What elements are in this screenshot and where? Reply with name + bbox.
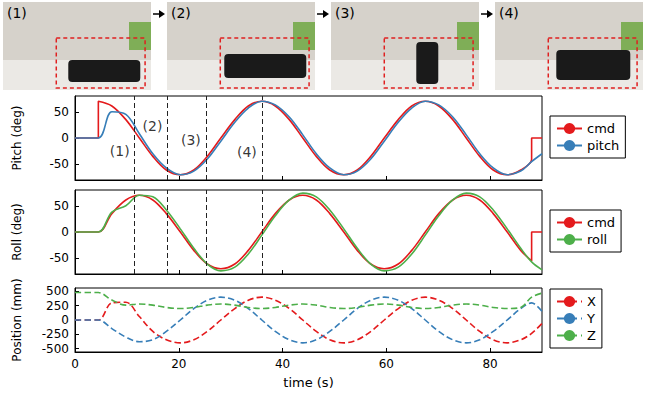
- svg-text:80: 80: [482, 357, 497, 371]
- svg-text:40: 40: [275, 357, 290, 371]
- svg-text:(4): (4): [499, 5, 519, 21]
- svg-text:50: 50: [54, 199, 69, 213]
- svg-text:X: X: [587, 294, 596, 309]
- svg-text:-500: -500: [42, 342, 69, 356]
- svg-text:(3): (3): [335, 5, 355, 21]
- svg-text:0: 0: [71, 357, 79, 371]
- svg-text:-250: -250: [42, 327, 69, 341]
- svg-text:cmd: cmd: [587, 215, 615, 230]
- svg-text:Position (mm): Position (mm): [10, 278, 24, 361]
- svg-text:Y: Y: [586, 311, 595, 326]
- svg-text:(2): (2): [143, 118, 163, 134]
- svg-text:0: 0: [61, 313, 69, 327]
- svg-text:time (s): time (s): [283, 375, 333, 390]
- svg-text:0: 0: [61, 225, 69, 239]
- svg-text:-50: -50: [49, 251, 69, 265]
- svg-text:500: 500: [46, 284, 69, 298]
- svg-text:(1): (1): [110, 143, 130, 159]
- svg-text:(3): (3): [181, 132, 201, 148]
- svg-text:Z: Z: [587, 328, 596, 343]
- svg-text:0: 0: [61, 131, 69, 145]
- svg-text:20: 20: [171, 357, 186, 371]
- svg-text:(4): (4): [237, 144, 257, 160]
- svg-text:(1): (1): [7, 5, 27, 21]
- svg-text:Roll (deg): Roll (deg): [10, 203, 24, 261]
- svg-text:Pitch (deg): Pitch (deg): [10, 105, 24, 170]
- svg-text:(2): (2): [171, 5, 191, 21]
- svg-text:-50: -50: [49, 157, 69, 171]
- svg-text:60: 60: [379, 357, 394, 371]
- svg-text:250: 250: [46, 299, 69, 313]
- svg-text:roll: roll: [587, 232, 607, 247]
- svg-text:50: 50: [54, 105, 69, 119]
- svg-text:pitch: pitch: [587, 138, 619, 153]
- svg-text:cmd: cmd: [587, 121, 615, 136]
